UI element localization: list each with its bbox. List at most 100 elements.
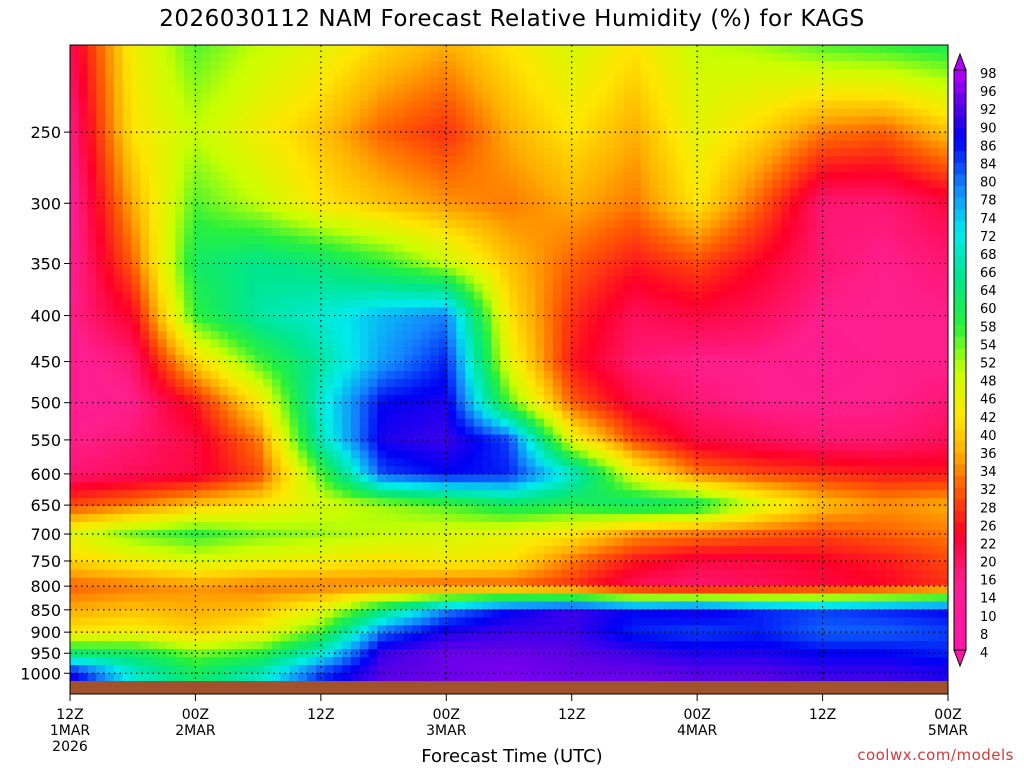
heatmap-cell [491, 227, 501, 237]
heatmap-cell [175, 339, 185, 348]
heatmap-cell [377, 227, 387, 237]
heatmap-cell [438, 45, 449, 54]
heatmap-cell [482, 100, 493, 110]
heatmap-cell [210, 84, 220, 94]
heatmap-cell [140, 45, 150, 54]
heatmap-cell [491, 116, 501, 126]
heatmap-cell [245, 84, 255, 94]
heatmap-cell [930, 267, 940, 277]
heatmap-cell [658, 124, 668, 134]
heatmap-cell [307, 378, 317, 388]
heatmap-cell [868, 426, 879, 436]
heatmap-cell [526, 92, 536, 102]
heatmap-cell [605, 92, 615, 102]
heatmap-cell [561, 378, 572, 388]
heatmap-cell [842, 283, 853, 293]
heatmap-cell [377, 307, 387, 316]
heatmap-cell [245, 124, 255, 134]
heatmap-cell [719, 52, 730, 62]
heatmap-cell [324, 52, 334, 62]
heatmap-cell [895, 124, 905, 134]
heatmap-cell [210, 307, 220, 316]
heatmap-cell [473, 227, 484, 237]
heatmap-cell [851, 100, 861, 110]
heatmap-cell [113, 52, 124, 62]
heatmap-cell [368, 370, 378, 380]
heatmap-cell [851, 339, 861, 348]
heatmap-cell [781, 211, 791, 221]
heatmap-cell [877, 204, 888, 213]
heatmap-cell [552, 227, 563, 237]
heatmap-cell [509, 370, 519, 380]
heatmap-cell [842, 45, 853, 54]
heatmap-cell [96, 267, 106, 277]
heatmap-cell [737, 347, 747, 356]
heatmap-cell [175, 108, 185, 118]
heatmap-cell [579, 275, 589, 285]
heatmap-cell [175, 100, 185, 110]
heatmap-cell [87, 339, 97, 348]
heatmap-cell [798, 355, 809, 364]
heatmap-cell [157, 426, 168, 436]
heatmap-cell [368, 76, 378, 86]
heatmap-cell [930, 84, 940, 94]
heatmap-cell [184, 394, 194, 404]
heatmap-cell [719, 291, 730, 300]
heatmap-cell [798, 45, 809, 54]
heatmap-cell [87, 315, 97, 324]
heatmap-cell [359, 386, 370, 396]
heatmap-cell [333, 132, 343, 141]
heatmap-cell [271, 251, 282, 261]
heatmap-cell [710, 275, 721, 285]
heatmap-cell [684, 418, 694, 428]
heatmap-cell [342, 307, 352, 316]
heatmap-cell [658, 116, 668, 126]
heatmap-cell [210, 434, 220, 444]
heatmap-cell [544, 68, 554, 78]
heatmap-cell [210, 100, 220, 110]
heatmap-cell [614, 267, 624, 277]
heatmap-cell [113, 188, 124, 197]
heatmap-cell [763, 124, 773, 134]
heatmap-cell [772, 410, 782, 420]
heatmap-cell [693, 100, 703, 110]
heatmap-cell [403, 299, 414, 308]
heatmap-cell [482, 426, 493, 436]
heatmap-cell [368, 291, 378, 300]
heatmap-cell [386, 45, 396, 54]
heatmap-cell [877, 426, 888, 436]
heatmap-cell [315, 116, 326, 126]
heatmap-cell [333, 291, 343, 300]
heatmap-cell [544, 92, 554, 102]
heatmap-cell [675, 100, 686, 110]
heatmap-cell [298, 299, 308, 308]
heatmap-cell [710, 434, 721, 444]
heatmap-cell [473, 84, 484, 94]
heatmap-cell [719, 227, 730, 237]
heatmap-cell [157, 219, 168, 229]
heatmap-cell [412, 172, 422, 181]
heatmap-cell [535, 243, 545, 253]
heatmap-cell [271, 426, 282, 436]
heatmap-cell [465, 251, 475, 261]
heatmap-cell [921, 402, 932, 412]
heatmap-cell [684, 124, 694, 134]
heatmap-cell [236, 188, 247, 197]
heatmap-cell [772, 386, 782, 396]
heatmap-cell [166, 370, 176, 380]
heatmap-cell [166, 299, 176, 308]
heatmap-cell [201, 251, 212, 261]
heatmap-cell [649, 323, 659, 332]
heatmap-cell [324, 307, 334, 316]
heatmap-cell [184, 323, 194, 332]
heatmap-cell [702, 307, 712, 316]
heatmap-cell [140, 227, 150, 237]
heatmap-cell [377, 402, 387, 412]
heatmap-cell [904, 211, 914, 221]
heatmap-cell [561, 251, 572, 261]
heatmap-cell [517, 52, 528, 62]
heatmap-cell [816, 45, 826, 54]
heatmap-cell [500, 116, 510, 126]
heatmap-cell [184, 140, 194, 149]
heatmap-cell [342, 60, 352, 70]
